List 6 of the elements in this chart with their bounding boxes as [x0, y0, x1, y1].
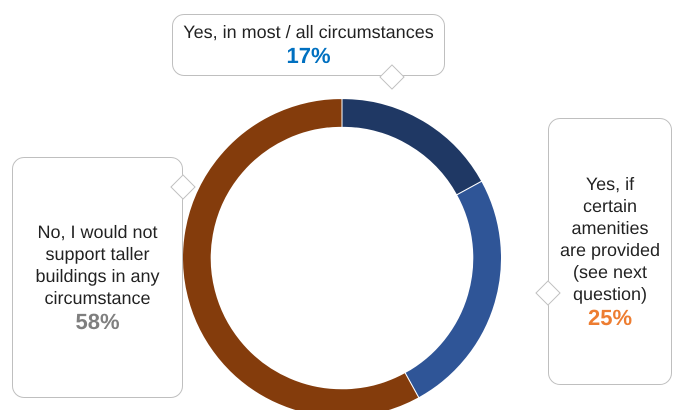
slice-label: Yes, if certain amenities are provided (see next question) — [558, 172, 662, 304]
slice-label: No, I would not support taller buildings in any circumstance — [34, 220, 161, 308]
data-label: 17% — [285, 43, 332, 69]
slice-label: Yes, in most / all circumstances — [182, 21, 435, 43]
data-label: 58% — [74, 308, 121, 334]
data-label: 25% — [586, 304, 634, 330]
